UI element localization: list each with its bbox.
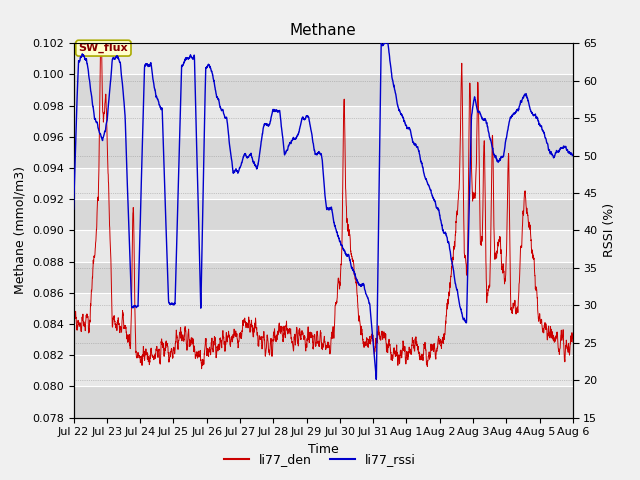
- Bar: [74, 43, 573, 74]
- Title: Methane: Methane: [290, 23, 356, 38]
- Text: SW_flux: SW_flux: [79, 43, 128, 53]
- Bar: [74, 262, 573, 293]
- Bar: [74, 293, 573, 324]
- X-axis label: Time: Time: [308, 443, 339, 456]
- Y-axis label: RSSI (%): RSSI (%): [603, 204, 616, 257]
- Bar: [74, 106, 573, 137]
- Bar: [74, 355, 573, 386]
- Bar: [74, 199, 573, 230]
- Y-axis label: Methane (mmol/m3): Methane (mmol/m3): [13, 167, 26, 294]
- Bar: [74, 74, 573, 106]
- Bar: [74, 230, 573, 262]
- Bar: [74, 324, 573, 355]
- Legend: li77_den, li77_rssi: li77_den, li77_rssi: [219, 448, 421, 471]
- Bar: [74, 386, 573, 418]
- Bar: [74, 137, 573, 168]
- Bar: [74, 168, 573, 199]
